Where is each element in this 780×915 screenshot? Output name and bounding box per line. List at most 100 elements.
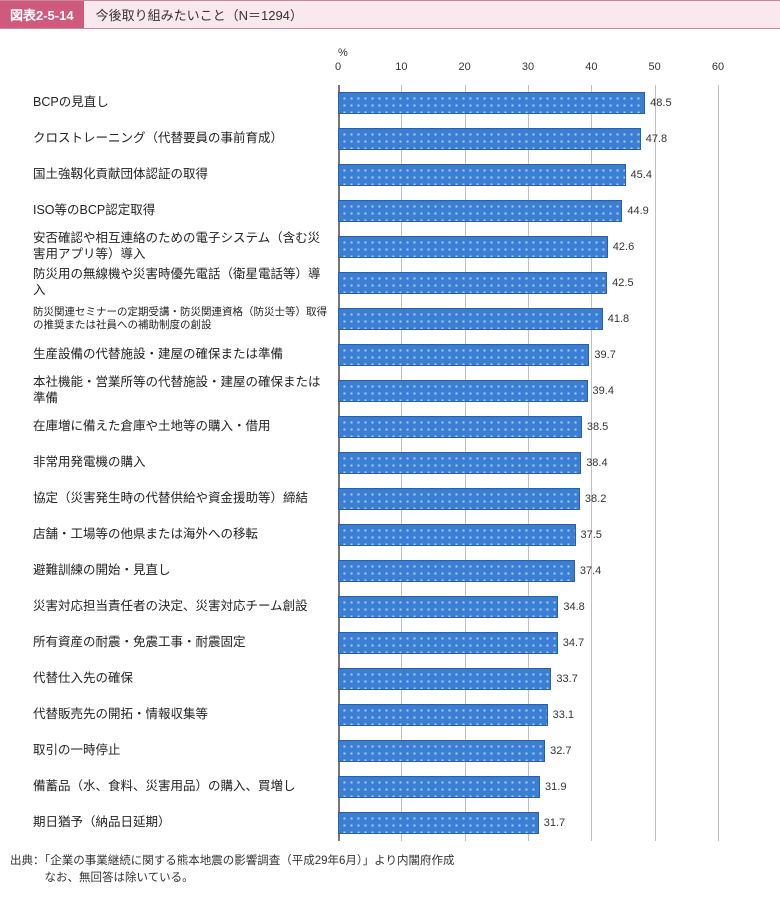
source-line-2: なお、無回答は除いている。 (10, 870, 770, 887)
bar-row: 所有資産の耐震・免震工事・耐震固定34.7 (338, 625, 718, 661)
bar: 39.4 (338, 380, 588, 402)
x-tick-label: 10 (395, 61, 407, 73)
bar-value: 39.7 (594, 349, 615, 361)
x-tick-label: 0 (335, 61, 341, 73)
bar: 41.8 (338, 308, 603, 330)
bar-label: 期日猶予（納品日延期） (33, 815, 338, 831)
bar: 47.8 (338, 128, 641, 150)
bar-row: 非常用発電機の購入38.4 (338, 445, 718, 481)
bar: 32.7 (338, 740, 545, 762)
gridline (718, 85, 719, 841)
bar-row: 生産設備の代替施設・建屋の確保または準備39.7 (338, 337, 718, 373)
x-tick-label: 40 (585, 61, 597, 73)
bar: 37.4 (338, 560, 575, 582)
bar-row: 協定（災害発生時の代替供給や資金援助等）締結38.2 (338, 481, 718, 517)
bar-label: 国土強靱化貢献団体認証の取得 (33, 167, 338, 183)
plot-area: BCPの見直し48.5クロストレーニング（代替要員の事前育成）47.8国土強靱化… (338, 85, 718, 841)
bar-value: 45.4 (631, 169, 652, 181)
x-tick-label: 20 (459, 61, 471, 73)
bar-row: BCPの見直し48.5 (338, 85, 718, 121)
bar-label: 避難訓練の開始・見直し (33, 563, 338, 579)
bar-value: 42.6 (613, 241, 634, 253)
bar-label: 所有資産の耐震・免震工事・耐震固定 (33, 635, 338, 651)
bar: 45.4 (338, 164, 626, 186)
bar-value: 31.7 (544, 817, 565, 829)
bar: 42.6 (338, 236, 608, 258)
bar-label: 安否確認や相互連絡のための電子システム（含む災害用アプリ等）導入 (33, 231, 338, 262)
bar-value: 31.9 (545, 781, 566, 793)
bar-label: 取引の一時停止 (33, 743, 338, 759)
bar-value: 37.5 (581, 529, 602, 541)
bar-value: 32.7 (550, 745, 571, 757)
bar: 34.8 (338, 596, 558, 618)
bar-value: 34.7 (563, 637, 584, 649)
bar-value: 37.4 (580, 565, 601, 577)
bar-label: 防災用の無線機や災害時優先電話（衛星電話等）導入 (33, 267, 338, 298)
figure-number: 図表2-5-14 (0, 1, 84, 28)
bar-label: 代替販売先の開拓・情報収集等 (33, 707, 338, 723)
bar-value: 42.5 (612, 277, 633, 289)
figure-title: 今後取り組みたいこと（N＝1294） (84, 1, 315, 28)
bar-row: 国土強靱化貢献団体認証の取得45.4 (338, 157, 718, 193)
bar-row: 在庫増に備えた倉庫や土地等の購入・借用38.5 (338, 409, 718, 445)
bar-row: 期日猶予（納品日延期）31.7 (338, 805, 718, 841)
bar-row: 代替販売先の開拓・情報収集等33.1 (338, 697, 718, 733)
bar-label: 災害対応担当責任者の決定、災害対応チーム創設 (33, 599, 338, 615)
bar-row: 本社機能・営業所等の代替施設・建屋の確保または準備39.4 (338, 373, 718, 409)
bar-row: 防災用の無線機や災害時優先電話（衛星電話等）導入42.5 (338, 265, 718, 301)
bar-value: 47.8 (646, 133, 667, 145)
source-line-1: 出典：「企業の事業継続に関する熊本地震の影響調査（平成29年6月）」より内閣府作… (10, 853, 770, 870)
bar-value: 38.4 (586, 457, 607, 469)
bar-label: 生産設備の代替施設・建屋の確保または準備 (33, 347, 338, 363)
bar-value: 39.4 (593, 385, 614, 397)
bar-row: 取引の一時停止32.7 (338, 733, 718, 769)
bar-value: 33.7 (556, 673, 577, 685)
bar-row: 店舗・工場等の他県または海外への移転37.5 (338, 517, 718, 553)
x-tick-label: 30 (522, 61, 534, 73)
bar-value: 48.5 (650, 97, 671, 109)
bar-label: BCPの見直し (33, 95, 338, 111)
bar-value: 34.8 (563, 601, 584, 613)
bar-label: 代替仕入先の確保 (33, 671, 338, 687)
x-axis: 0102030405060 (338, 61, 718, 79)
figure-header: 図表2-5-14 今後取り組みたいこと（N＝1294） (0, 0, 780, 29)
bar-value: 38.2 (585, 493, 606, 505)
bar: 38.5 (338, 416, 582, 438)
bar-value: 33.1 (553, 709, 574, 721)
bar-label: 在庫増に備えた倉庫や土地等の購入・借用 (33, 419, 338, 435)
bar: 37.5 (338, 524, 576, 546)
bar: 31.9 (338, 776, 540, 798)
bar-value: 41.8 (608, 313, 629, 325)
bar-value: 44.9 (627, 205, 648, 217)
bar-row: 防災関連セミナーの定期受講・防災関連資格（防災士等）取得の推奨または社員への補助… (338, 301, 718, 337)
bar-label: 本社機能・営業所等の代替施設・建屋の確保または準備 (33, 375, 338, 406)
bar: 42.5 (338, 272, 607, 294)
bar: 44.9 (338, 200, 622, 222)
bar: 48.5 (338, 92, 645, 114)
bar-row: ISO等のBCP認定取得44.9 (338, 193, 718, 229)
bar-row: クロストレーニング（代替要員の事前育成）47.8 (338, 121, 718, 157)
x-tick-label: 60 (712, 61, 724, 73)
axis-unit-label: % (338, 47, 752, 59)
bar-label: 協定（災害発生時の代替供給や資金援助等）締結 (33, 491, 338, 507)
bar-label: 店舗・工場等の他県または海外への移転 (33, 527, 338, 543)
bar: 34.7 (338, 632, 558, 654)
bar: 33.7 (338, 668, 551, 690)
source-note: 出典：「企業の事業継続に関する熊本地震の影響調査（平成29年6月）」より内閣府作… (0, 849, 780, 902)
bar-row: 備蓄品（水、食料、災害用品）の購入、買増し31.9 (338, 769, 718, 805)
bar-label: クロストレーニング（代替要員の事前育成） (33, 131, 338, 147)
x-tick-label: 50 (649, 61, 661, 73)
bar-row: 安否確認や相互連絡のための電子システム（含む災害用アプリ等）導入42.6 (338, 229, 718, 265)
bar-label: 防災関連セミナーの定期受講・防災関連資格（防災士等）取得の推奨または社員への補助… (33, 306, 338, 332)
bar-row: 災害対応担当責任者の決定、災害対応チーム創設34.8 (338, 589, 718, 625)
bar-label: 非常用発電機の購入 (33, 455, 338, 471)
bar-row: 代替仕入先の確保33.7 (338, 661, 718, 697)
chart-container: % 0102030405060 BCPの見直し48.5クロストレーニング（代替要… (0, 29, 780, 849)
bar: 31.7 (338, 812, 539, 834)
bar-label: 備蓄品（水、食料、災害用品）の購入、買増し (33, 779, 338, 795)
bar: 33.1 (338, 704, 548, 726)
bar-label: ISO等のBCP認定取得 (33, 203, 338, 219)
bar: 38.4 (338, 452, 581, 474)
bar: 38.2 (338, 488, 580, 510)
bar-row: 避難訓練の開始・見直し37.4 (338, 553, 718, 589)
